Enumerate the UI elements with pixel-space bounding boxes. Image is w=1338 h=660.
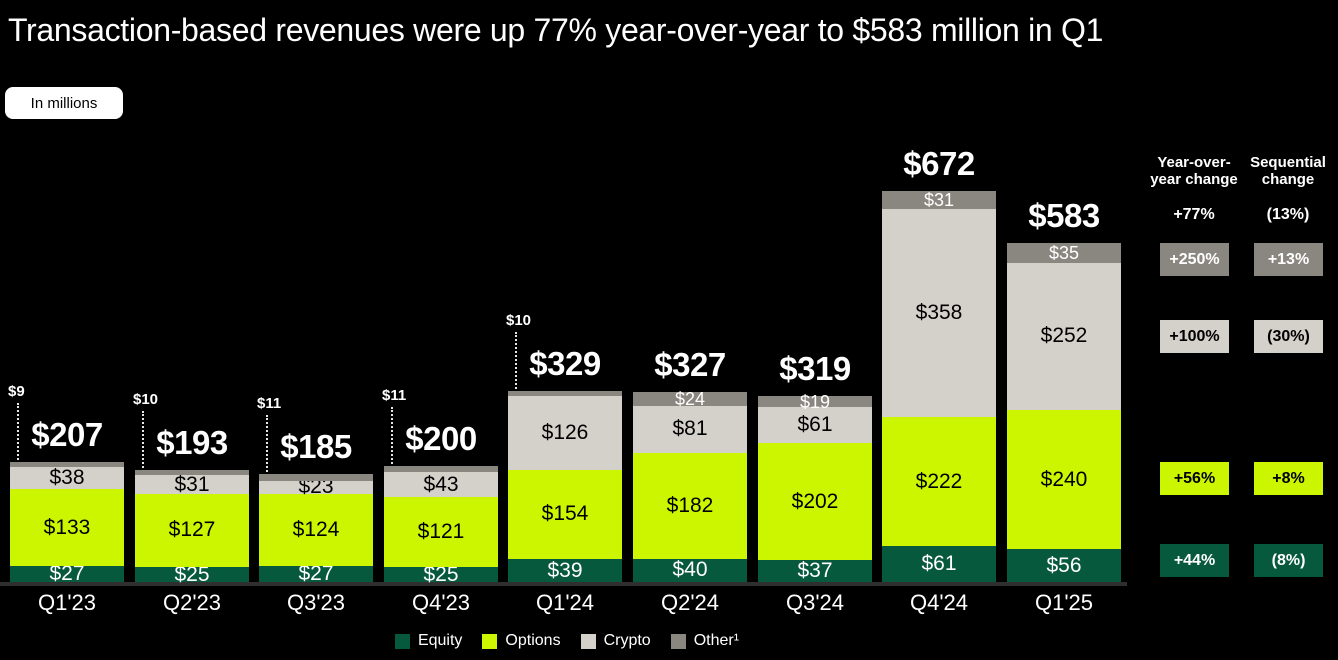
x-axis-label: Q2'23 bbox=[162, 590, 222, 615]
bar-segment-equity-Q3'24 bbox=[758, 560, 872, 582]
other-callout-value: $9 bbox=[8, 382, 25, 400]
bar-segment-options-Q3'23 bbox=[259, 494, 373, 567]
x-axis-label: Q3'23 bbox=[286, 590, 346, 615]
other-callout-line bbox=[266, 415, 268, 473]
bar-segment-other-Q2'24 bbox=[633, 391, 747, 406]
bar-segment-other-Q1'25 bbox=[1007, 242, 1121, 264]
bar-segment-options-Q4'23 bbox=[384, 497, 498, 568]
bar-segment-crypto-Q1'25 bbox=[1007, 263, 1121, 410]
bar-segment-crypto-Q2'24 bbox=[633, 405, 747, 453]
seq-header: Sequential change bbox=[1250, 154, 1326, 188]
legend-item-options: Options bbox=[482, 632, 561, 650]
bar-total-value: $200 bbox=[405, 419, 477, 457]
in-millions-label: In millions bbox=[30, 94, 98, 112]
bar-total-value: $329 bbox=[529, 344, 601, 382]
bar-segment-equity-Q1'25 bbox=[1007, 549, 1121, 582]
bar-segment-equity-Q2'23 bbox=[135, 567, 249, 582]
seq-total-change: (13%) bbox=[1266, 206, 1310, 223]
bar-segment-crypto-Q3'24 bbox=[758, 407, 872, 443]
bar-segment-options-Q1'24 bbox=[508, 469, 622, 560]
bar-segment-options-Q2'23 bbox=[135, 493, 249, 568]
legend-item-equity: Equity bbox=[394, 632, 463, 650]
bar-segment-other-Q3'24 bbox=[758, 396, 872, 408]
bar-segment-crypto-Q4'23 bbox=[384, 472, 498, 498]
bar-total-value: $583 bbox=[1028, 196, 1100, 234]
bar-segment-crypto-Q1'24 bbox=[508, 396, 622, 470]
x-axis-label: Q2'24 bbox=[660, 590, 720, 615]
bar-segment-equity-Q4'23 bbox=[384, 567, 498, 582]
other-callout-value: $11 bbox=[257, 395, 282, 413]
bar-segment-crypto-Q4'24 bbox=[882, 208, 996, 418]
bar-total-value: $185 bbox=[280, 428, 352, 466]
bar-segment-equity-Q4'24 bbox=[882, 546, 996, 582]
legend-swatch-options bbox=[482, 633, 498, 649]
seq-change-crypto: (30%) bbox=[1254, 320, 1323, 353]
bar-total-value: $672 bbox=[903, 144, 975, 182]
yoy-change-options: +56% bbox=[1160, 462, 1229, 495]
x-axis-label: Q1'25 bbox=[1034, 590, 1094, 615]
legend-item-crypto: Crypto bbox=[580, 632, 651, 650]
bar-segment-options-Q1'23 bbox=[10, 488, 124, 567]
x-axis-label: Q1'24 bbox=[535, 590, 595, 615]
yoy-change-equity: +44% bbox=[1160, 544, 1229, 577]
x-axis-label: Q3'24 bbox=[785, 590, 845, 615]
bar-total-value: $207 bbox=[31, 415, 103, 453]
legend: Equity Options Crypto Other¹ bbox=[0, 632, 1134, 650]
page-title: Transaction-based revenues were up 77% y… bbox=[8, 12, 1104, 48]
yoy-header: Year-over- year change bbox=[1150, 154, 1238, 188]
x-axis-baseline bbox=[0, 582, 1127, 586]
x-axis-label: Q4'24 bbox=[909, 590, 969, 615]
bar-segment-equity-Q1'23 bbox=[10, 566, 124, 582]
in-millions-badge: In millions bbox=[5, 87, 123, 119]
other-callout-line bbox=[515, 331, 517, 389]
x-axis-label: Q4'23 bbox=[411, 590, 471, 615]
bar-segment-crypto-Q2'23 bbox=[135, 475, 249, 494]
bar-segment-other-Q2'23 bbox=[135, 469, 249, 476]
bar-segment-other-Q1'23 bbox=[10, 461, 124, 467]
legend-label-other: Other¹ bbox=[693, 632, 740, 649]
bar-segment-equity-Q1'24 bbox=[508, 559, 622, 582]
bar-segment-equity-Q3'23 bbox=[259, 566, 373, 582]
bar-total-value: $327 bbox=[654, 345, 726, 383]
bar-total-value: $319 bbox=[779, 350, 851, 388]
yoy-change-other: +250% bbox=[1160, 243, 1229, 276]
bar-segment-crypto-Q3'23 bbox=[259, 480, 373, 495]
bar-segment-other-Q4'24 bbox=[882, 190, 996, 209]
seq-change-other: +13% bbox=[1254, 243, 1323, 276]
bar-segment-other-Q4'23 bbox=[384, 465, 498, 472]
legend-swatch-other bbox=[670, 633, 686, 649]
legend-label-equity: Equity bbox=[417, 632, 463, 649]
bar-segment-options-Q1'25 bbox=[1007, 409, 1121, 550]
bar-segment-other-Q1'24 bbox=[508, 390, 622, 397]
yoy-total-change: +77% bbox=[1173, 206, 1215, 223]
bar-segment-equity-Q2'24 bbox=[633, 558, 747, 582]
seq-change-options: +8% bbox=[1254, 462, 1323, 495]
other-callout-line bbox=[17, 402, 19, 460]
other-callout-value: $10 bbox=[133, 390, 159, 408]
legend-swatch-equity bbox=[394, 633, 410, 649]
other-callout-line bbox=[142, 410, 144, 468]
bar-segment-options-Q3'24 bbox=[758, 442, 872, 561]
x-axis-label: Q1'23 bbox=[37, 590, 97, 615]
legend-label-crypto: Crypto bbox=[603, 632, 651, 649]
bar-segment-crypto-Q1'23 bbox=[10, 466, 124, 489]
bar-total-value: $193 bbox=[156, 423, 228, 461]
bar-segment-options-Q2'24 bbox=[633, 452, 747, 559]
seq-change-equity: (8%) bbox=[1254, 544, 1323, 577]
yoy-change-crypto: +100% bbox=[1160, 320, 1229, 353]
legend-label-options: Options bbox=[505, 632, 561, 649]
other-callout-value: $10 bbox=[506, 311, 532, 329]
legend-swatch-crypto bbox=[580, 633, 596, 649]
other-callout-value: $11 bbox=[382, 386, 407, 404]
bar-segment-other-Q3'23 bbox=[259, 474, 373, 481]
bar-segment-options-Q4'24 bbox=[882, 417, 996, 547]
legend-item-other: Other¹ bbox=[670, 632, 740, 650]
other-callout-line bbox=[391, 406, 393, 464]
